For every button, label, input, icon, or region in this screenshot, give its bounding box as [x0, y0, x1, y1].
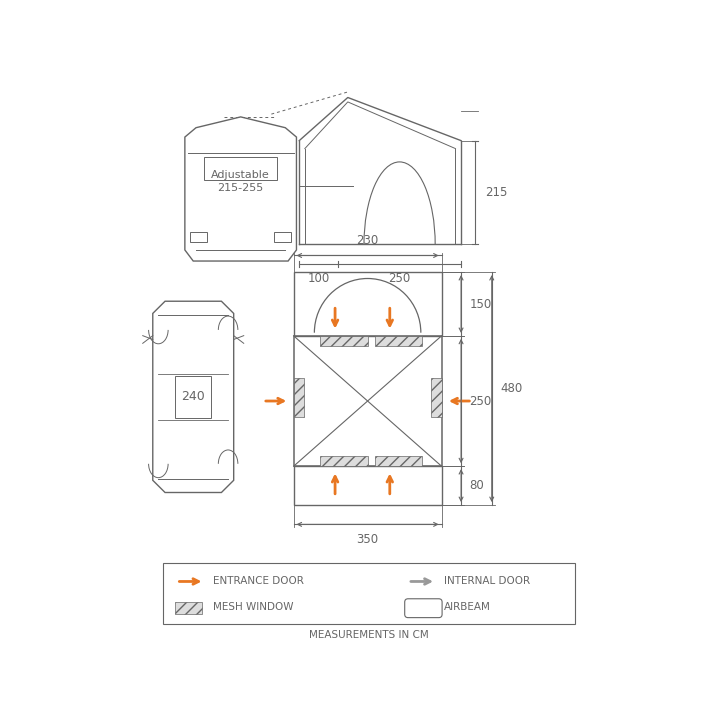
Text: Adjustable
215-255: Adjustable 215-255 [211, 170, 270, 194]
Text: 230: 230 [356, 233, 379, 247]
Text: MEASUREMENTS IN CM: MEASUREMENTS IN CM [309, 630, 429, 639]
Bar [375, 336, 423, 346]
Text: 240: 240 [181, 390, 205, 403]
Bar [175, 602, 202, 614]
Text: 80: 80 [469, 479, 484, 492]
Bar [320, 336, 368, 346]
Text: 480: 480 [500, 382, 523, 395]
Bar [204, 157, 277, 180]
Bar [190, 232, 207, 242]
Text: 100: 100 [307, 272, 330, 285]
Bar [294, 466, 441, 505]
Text: 150: 150 [469, 297, 492, 310]
Text: MESH WINDOW: MESH WINDOW [213, 602, 293, 612]
Text: 250: 250 [389, 272, 411, 285]
Text: 215: 215 [485, 186, 508, 199]
Bar [163, 563, 575, 624]
Bar [294, 336, 441, 466]
Bar [375, 456, 423, 466]
Text: INTERNAL DOOR: INTERNAL DOOR [444, 577, 531, 587]
Bar [294, 378, 304, 417]
Bar [320, 456, 368, 466]
Bar [431, 378, 441, 417]
Text: 250: 250 [469, 395, 492, 408]
Text: ENTRANCE DOOR: ENTRANCE DOOR [213, 577, 304, 587]
Bar [294, 272, 441, 336]
Bar [175, 376, 212, 418]
Text: AIRBEAM: AIRBEAM [444, 602, 491, 612]
Text: 350: 350 [356, 534, 379, 546]
Bar [274, 232, 291, 242]
